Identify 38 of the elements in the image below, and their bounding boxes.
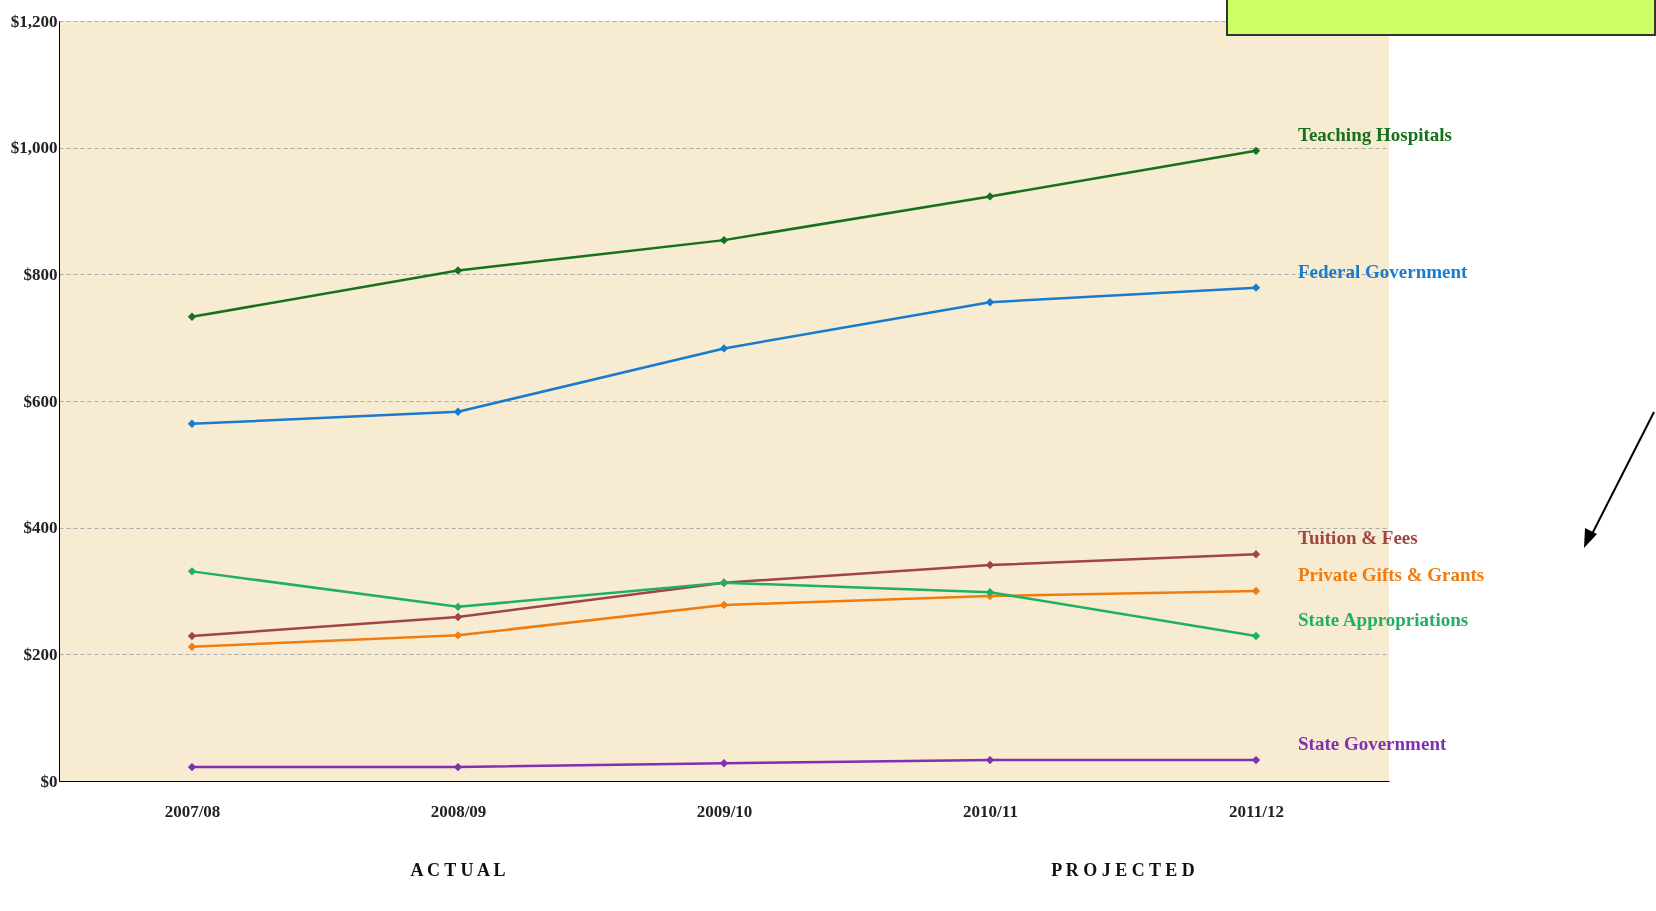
point <box>1251 283 1261 292</box>
point <box>453 602 463 612</box>
text: State Appropriations <box>1298 608 1469 630</box>
point <box>985 588 995 597</box>
point <box>719 344 729 353</box>
point <box>985 298 995 307</box>
x-tick-label: 2007/08 <box>164 801 221 821</box>
text: Teaching Hospitals <box>1298 123 1452 145</box>
y-tick-label: $0 <box>40 771 58 791</box>
y-tick-label: $800 <box>23 264 58 284</box>
x-tick-label: 2008/09 <box>430 801 487 821</box>
point <box>453 266 463 275</box>
point <box>453 407 463 416</box>
point <box>985 192 995 201</box>
point <box>719 235 729 245</box>
point <box>187 312 197 321</box>
text: A C T U A L <box>410 860 506 880</box>
point <box>1251 146 1261 156</box>
y-tick-label: $200 <box>23 644 58 664</box>
x-tick-label: 2009/10 <box>696 801 753 821</box>
point <box>453 631 463 640</box>
y-tick-label: $1,200 <box>10 11 58 31</box>
y-tick-label: $400 <box>23 518 58 538</box>
x-tick-label: 2010/11 <box>963 801 1018 821</box>
y-tick-label: $1,000 <box>10 138 58 158</box>
x-tick-label: 2011/12 <box>1229 801 1284 821</box>
text: P R O J E C T E D <box>1051 860 1195 880</box>
text: Federal Government <box>1298 260 1469 282</box>
point <box>719 759 729 768</box>
point <box>187 567 197 576</box>
point <box>1251 550 1261 559</box>
text: Private Gifts & Grants <box>1298 564 1485 585</box>
point <box>1251 631 1261 641</box>
text: Tuition & Fees <box>1298 527 1418 549</box>
point <box>187 642 197 651</box>
point <box>187 419 197 428</box>
text: State Government <box>1298 733 1447 755</box>
y-tick-label: $600 <box>23 391 58 411</box>
